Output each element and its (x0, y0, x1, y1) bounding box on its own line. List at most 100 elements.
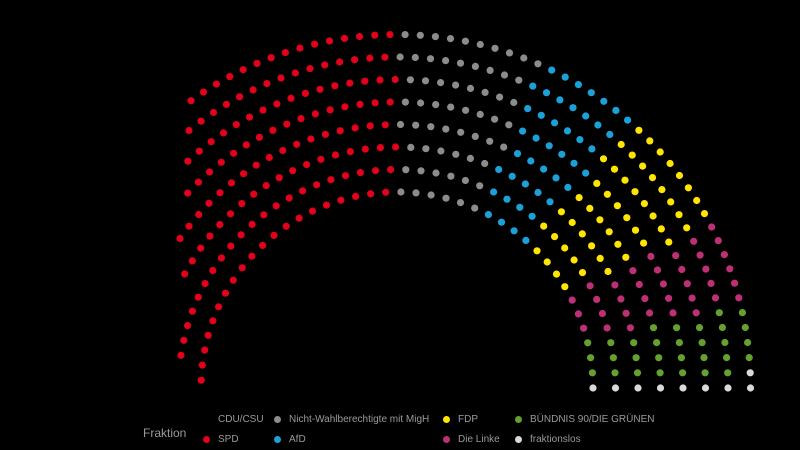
legend-item-afd: AfD (274, 434, 306, 445)
seat-spd-110 (392, 143, 400, 151)
seat-spd-81 (188, 307, 196, 315)
seat-fdp-334 (656, 148, 664, 156)
legend-label-spd: SPD (218, 434, 239, 445)
seat-afd-54 (528, 212, 536, 220)
seat-fdp-183 (640, 239, 648, 247)
seat-fdp-331 (684, 184, 693, 192)
seat-afd-102 (508, 172, 516, 180)
seat-fraktionslos-85 (634, 384, 642, 392)
seat-die-linke-228 (672, 252, 680, 260)
legend-item-gruene: BÜNDNIS 90/DIE GRÜNEN (515, 414, 654, 425)
seat-fdp-235 (610, 165, 619, 173)
seat-fdp-9 (543, 258, 551, 266)
seat-spd-171 (185, 222, 193, 230)
seat-b-ndnis-90-die-gr-nen-2 (587, 354, 595, 362)
seat-spd-164 (265, 153, 273, 162)
seat-b-ndnis-90-die-gr-nen-223 (695, 324, 704, 332)
seat-spd-33 (229, 276, 237, 284)
seat-b-ndnis-90-die-gr-nen-271 (718, 323, 727, 332)
seat-nicht-wahlberechtigte-mit-migh-15 (471, 204, 479, 212)
seat-spd-38 (201, 346, 209, 354)
seat-nicht-wahlberechtigte-mit-migh-350 (446, 35, 455, 43)
seat-spd-216 (206, 168, 214, 176)
seat-nicht-wahlberechtigte-mit-migh-202 (401, 98, 409, 106)
seat-die-linke-92 (611, 281, 619, 289)
seat-b-ndnis-90-die-gr-nen-320 (744, 338, 752, 347)
seat-b-ndnis-90-die-gr-nen-88 (630, 339, 638, 347)
seat-b-ndnis-90-die-gr-nen-177 (673, 324, 681, 332)
seat-b-ndnis-90-die-gr-nen-269 (723, 354, 731, 362)
seat-die-linke-48 (586, 282, 594, 290)
seat-nicht-wahlberechtigte-mit-migh-352 (416, 31, 424, 39)
seat-fdp-185 (623, 214, 631, 222)
seat-spd-310 (263, 80, 271, 88)
seat-spd-254 (346, 79, 354, 87)
seat-nicht-wahlberechtigte-mit-migh-347 (491, 44, 499, 52)
seat-nicht-wahlberechtigte-mit-migh-61 (432, 169, 440, 177)
seat-fdp-233 (631, 188, 639, 196)
seat-spd-205 (356, 100, 364, 108)
seat-fdp-279 (675, 211, 683, 219)
seat-spd-21 (382, 188, 390, 196)
seat-nicht-wahlberechtigte-mit-migh-349 (461, 37, 469, 45)
seat-spd-162 (293, 140, 301, 148)
seat-fdp-283 (639, 162, 647, 170)
seat-nicht-wahlberechtigte-mit-migh-353 (401, 30, 409, 39)
seat-fraktionslos-318 (746, 369, 754, 377)
seat-afd-143 (564, 183, 572, 191)
seat-b-ndnis-90-die-gr-nen-268 (724, 369, 732, 377)
seat-fdp-93 (604, 267, 612, 276)
seat-fdp-142 (575, 194, 583, 202)
seat-fdp-53 (540, 222, 548, 230)
seat-spd-266 (184, 157, 192, 165)
seat-fdp-284 (628, 151, 636, 159)
seat-spd-355 (371, 31, 379, 39)
seat-afd-146 (527, 157, 535, 165)
legend-label-fraktionslos: fraktionslos (530, 434, 581, 445)
seat-die-linke-273 (711, 294, 720, 302)
seat-spd-311 (249, 86, 257, 94)
seat-die-linke-6 (568, 296, 576, 304)
seat-die-linke-46 (598, 309, 607, 318)
seat-afd-287 (594, 121, 602, 129)
seat-die-linke-275 (702, 265, 710, 273)
seat-spd-65 (371, 167, 380, 175)
seat-fraktionslos-219 (701, 384, 710, 392)
seat-b-ndnis-90-die-gr-nen-220 (701, 369, 709, 377)
seat-afd-193 (532, 134, 540, 142)
legend-swatch-spd (203, 436, 210, 443)
legend-item-cdu-csu: CDU/CSU (203, 414, 264, 425)
seat-spd-358 (325, 37, 334, 45)
seat-afd-288 (582, 112, 590, 120)
seat-die-linke-226 (683, 280, 691, 288)
seat-spd-312 (236, 93, 244, 101)
seat-spd-22 (367, 190, 375, 198)
seat-spd-307 (306, 65, 314, 73)
seat-spd-73 (260, 211, 268, 219)
seat-spd-212 (255, 133, 263, 141)
seat-nicht-wahlberechtigte-mit-migh-20 (397, 188, 405, 196)
seat-die-linke-134 (641, 295, 649, 303)
seat-spd-121 (238, 200, 246, 208)
seat-afd-237 (588, 145, 596, 153)
seat-afd-238 (576, 136, 584, 144)
seat-fdp-281 (658, 186, 666, 194)
seat-spd-264 (207, 138, 215, 146)
seat-spd-251 (391, 75, 399, 84)
legend-swatch-gruene (515, 416, 522, 423)
seat-nicht-wahlberechtigte-mit-migh-243 (510, 98, 518, 107)
seat-afd-57 (490, 188, 498, 196)
seat-b-ndnis-90-die-gr-nen-86 (633, 369, 642, 377)
seat-nicht-wahlberechtigte-mit-migh-150 (471, 132, 479, 140)
seat-afd-145 (540, 165, 548, 173)
seat-b-ndnis-90-die-gr-nen-174 (679, 369, 687, 377)
seat-spd-118 (275, 174, 283, 182)
legend-swatch-afd (274, 436, 281, 443)
seat-afd-55 (516, 203, 524, 211)
seat-spd-303 (366, 54, 374, 62)
seat-spd-79 (201, 280, 209, 288)
seat-afd-191 (558, 150, 566, 158)
seat-spd-78 (209, 266, 217, 275)
seat-nicht-wahlberechtigte-mit-migh-148 (500, 143, 508, 151)
seat-b-ndnis-90-die-gr-nen-130 (655, 354, 663, 362)
